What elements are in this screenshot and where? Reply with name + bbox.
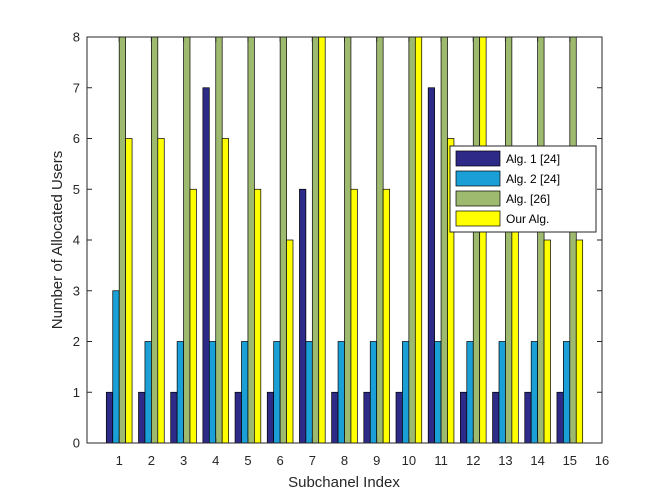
bar-3-6 [279, 36, 287, 444]
bar-4-15 [575, 239, 584, 444]
y-tick-labels: 0 1 2 3 4 5 6 7 8 [73, 30, 80, 451]
bar-1-12 [460, 391, 468, 444]
bar-1-1 [105, 391, 114, 444]
bar-3-12 [472, 36, 481, 444]
x-tick-labels: 1 2 3 4 5 6 7 8 9 10 11 12 13 14 15 16 [116, 453, 610, 468]
x-tick-label: 14 [530, 453, 544, 468]
x-tick-label: 13 [498, 453, 512, 468]
legend-label-3: Alg. [26] [506, 192, 550, 206]
bar-1-11 [427, 87, 435, 444]
bar-1-6 [266, 391, 275, 444]
x-tick-label: 5 [244, 453, 251, 468]
bar-1-3 [170, 391, 178, 444]
bar-1-5 [234, 391, 242, 444]
bar-1-2 [138, 391, 146, 444]
legend-label-1: Alg. 1 [24] [506, 152, 560, 166]
y-tick-label: 5 [73, 182, 80, 197]
x-tick-label: 12 [466, 453, 480, 468]
y-tick-label: 4 [73, 233, 80, 248]
legend: Alg. 1 [24] Alg. 2 [24] Alg. [26] Our Alg. [449, 145, 597, 233]
bar-4-8 [350, 188, 358, 444]
bar-2-4 [208, 341, 217, 444]
bars-layer [105, 36, 584, 444]
legend-swatch-3 [455, 190, 501, 207]
x-tick-label: 3 [180, 453, 187, 468]
x-tick-label: 1 [116, 453, 123, 468]
bar-2-6 [273, 341, 281, 444]
bar-4-6 [286, 239, 294, 444]
x-tick-label: 11 [434, 453, 448, 468]
bar-2-13 [498, 341, 506, 444]
bar-1-10 [395, 391, 403, 444]
bar-3-14 [537, 36, 545, 444]
x-tick-label: 15 [563, 453, 577, 468]
bar-2-5 [241, 341, 249, 444]
bar-2-2 [144, 341, 152, 444]
legend-swatch-4 [455, 210, 501, 227]
bar-3-3 [183, 36, 191, 444]
bar-3-15 [569, 36, 577, 444]
bar-1-15 [556, 391, 564, 444]
x-axis-label: Subchanel Index [288, 474, 400, 491]
bar-2-1 [112, 290, 120, 444]
y-tick-label: 3 [73, 283, 80, 298]
legend-swatch-1 [455, 150, 501, 167]
bar-4-4 [221, 138, 229, 444]
bar-2-15 [563, 341, 571, 444]
bar-4-2 [157, 138, 165, 444]
bar-1-4 [202, 87, 210, 444]
y-axis-label: Number of Allocated Users [49, 151, 66, 329]
bar-2-12 [466, 341, 474, 444]
bar-4-9 [382, 188, 390, 444]
bar-3-5 [247, 36, 255, 444]
bar-3-7 [311, 36, 320, 444]
bar-2-9 [369, 341, 378, 444]
bar-1-9 [363, 391, 371, 444]
bar-3-2 [151, 36, 159, 444]
bar-3-10 [408, 36, 416, 444]
axis-ticks [87, 36, 603, 444]
bar-4-5 [254, 188, 262, 444]
x-tick-label: 16 [595, 453, 609, 468]
x-tick-label: 10 [402, 453, 416, 468]
bar-1-8 [331, 391, 339, 444]
bar-3-11 [440, 36, 448, 444]
legend-swatch-2 [455, 170, 501, 187]
x-tick-label: 6 [277, 453, 284, 468]
bar-2-14 [530, 341, 538, 444]
bar-1-7 [299, 188, 307, 444]
y-tick-label: 1 [73, 385, 80, 400]
bar-4-3 [189, 188, 197, 444]
legend-label-4: Our Alg. [506, 212, 549, 226]
bar-3-1 [118, 36, 126, 444]
bar-1-14 [524, 391, 532, 444]
bar-4-10 [414, 36, 423, 444]
bar-2-11 [434, 341, 442, 444]
bar-3-4 [215, 36, 223, 444]
bar-3-8 [344, 36, 352, 444]
x-tick-label: 8 [341, 453, 348, 468]
x-tick-label: 9 [373, 453, 380, 468]
legend-label-2: Alg. 2 [24] [506, 172, 560, 186]
y-tick-label: 7 [73, 80, 80, 95]
bar-3-9 [376, 36, 384, 444]
bar-4-1 [125, 138, 133, 444]
x-tick-label: 2 [148, 453, 155, 468]
x-tick-label: 7 [309, 453, 316, 468]
bar-4-14 [543, 239, 551, 444]
bar-4-7 [318, 36, 326, 444]
bar-2-3 [176, 341, 184, 444]
y-tick-label: 0 [73, 436, 80, 451]
y-tick-label: 8 [73, 30, 80, 45]
bar-3-13 [505, 36, 513, 444]
y-tick-label: 2 [73, 334, 80, 349]
bar-2-7 [305, 341, 313, 444]
bar-1-13 [492, 391, 500, 444]
x-tick-label: 4 [212, 453, 219, 468]
bar-2-10 [402, 341, 410, 444]
y-tick-label: 6 [73, 131, 80, 146]
bar-4-12 [479, 36, 487, 444]
bar-2-8 [337, 341, 345, 444]
